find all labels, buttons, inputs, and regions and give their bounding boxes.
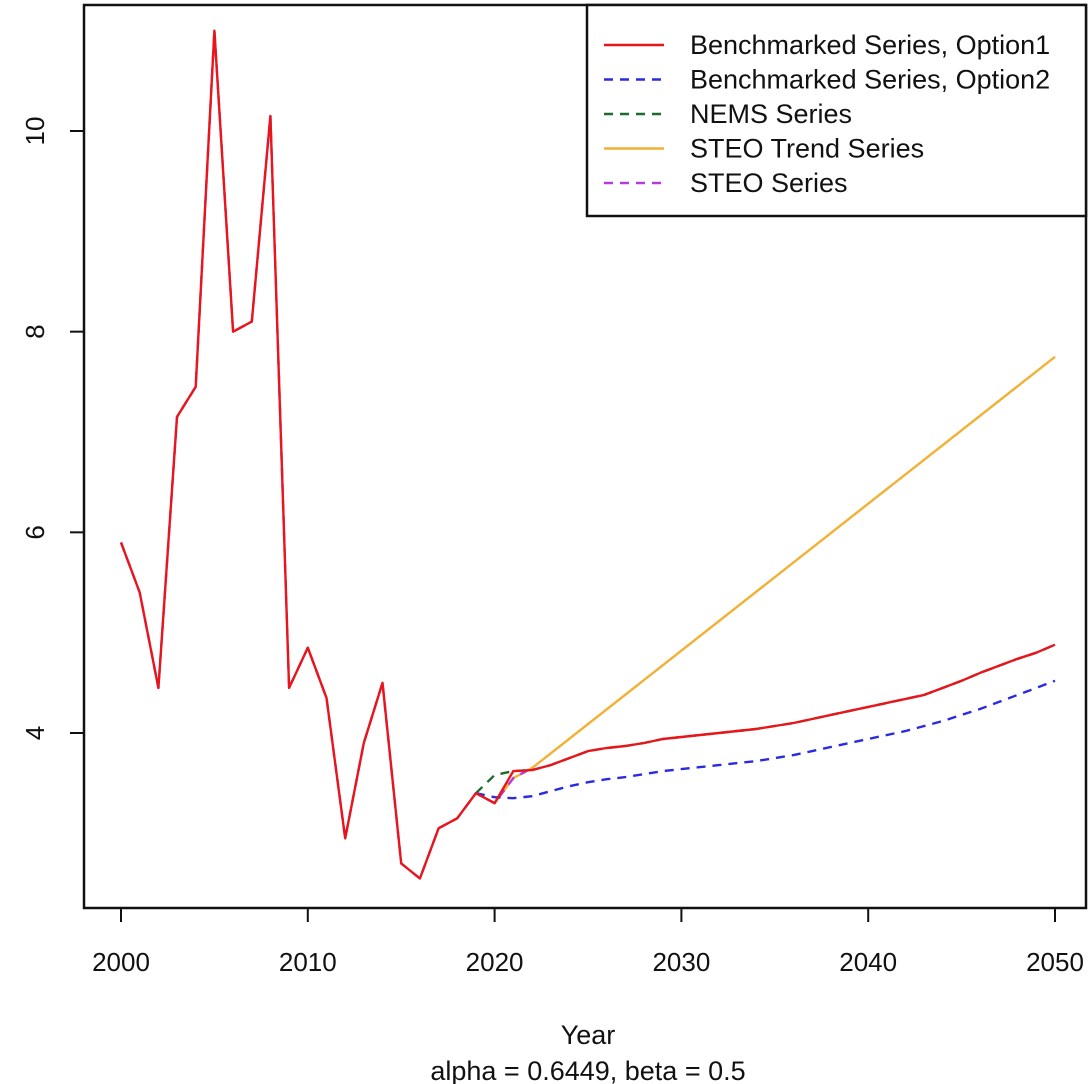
series-line-benchmarked-series-option1: [119, 29, 1056, 880]
y-axis: 4 6 8 10: [20, 117, 84, 740]
x-tick-label-2020: 2020: [466, 947, 524, 977]
series-line-benchmarked-series-option2: [475, 679, 1056, 800]
legend-label-steo-series: STEO Series: [690, 168, 848, 198]
y-tick-label-8: 8: [20, 324, 50, 338]
y-tick-label-4: 4: [20, 726, 50, 740]
plot-frame: [82, 3, 1088, 910]
legend-label-steo-trend-series: STEO Trend Series: [690, 134, 924, 164]
legend-label-benchmarked-series-option1: Benchmarked Series, Option1: [690, 30, 1050, 60]
x-axis-title: Year: [561, 1020, 616, 1050]
series-layer: [119, 29, 1056, 880]
x-tick-label-2050: 2050: [1026, 947, 1084, 977]
legend-box: [585, 3, 1088, 218]
x-axis: 2000 2010 2020 2030 2040 2050: [92, 908, 1084, 977]
x-tick-label-2010: 2010: [279, 947, 337, 977]
legend: Benchmarked Series, Option1 Benchmarked S…: [585, 3, 1088, 218]
y-tick-label-6: 6: [20, 525, 50, 539]
x-tick-label-2040: 2040: [839, 947, 897, 977]
x-tick-label-2000: 2000: [92, 947, 150, 977]
y-tick-label-10: 10: [20, 117, 50, 146]
chart-subtitle: alpha = 0.6449, beta = 0.5: [430, 1056, 745, 1084]
legend-label-benchmarked-series-option2: Benchmarked Series, Option2: [690, 65, 1050, 95]
x-tick-label-2030: 2030: [652, 947, 710, 977]
legend-label-nems-series: NEMS Series: [690, 99, 852, 129]
